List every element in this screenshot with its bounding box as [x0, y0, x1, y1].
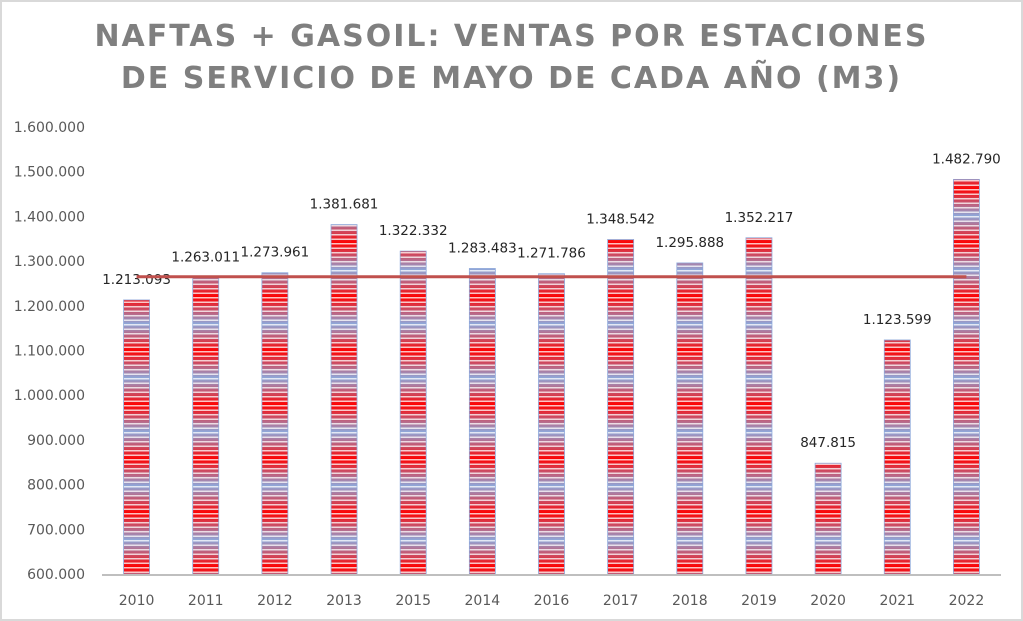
bar-2021: [883, 339, 911, 575]
y-tick-label: 1.400.000: [14, 209, 85, 225]
data-label-2012: 1.273.961: [241, 245, 310, 261]
data-label-2013: 1.381.681: [310, 197, 379, 213]
bar-2016: [538, 273, 565, 575]
bar-2010: [123, 299, 150, 575]
x-tick-label: 2011: [188, 593, 224, 609]
data-label-2022: 1.482.790: [932, 151, 1001, 167]
data-label-2019: 1.352.217: [725, 210, 794, 226]
data-label-2015: 1.322.332: [379, 223, 448, 239]
chart-title-line-1: NAFTAS + GASOIL: VENTAS POR ESTACIONES: [94, 19, 929, 54]
chart-title-line-2: DE SERVICIO DE MAYO DE CADA AÑO (M3): [120, 61, 903, 96]
bar-2012: [261, 272, 289, 575]
y-tick-label: 700.000: [27, 522, 85, 538]
data-label-2016: 1.271.786: [517, 246, 586, 262]
bar-2013: [330, 224, 358, 575]
data-label-2011: 1.263.011: [171, 250, 240, 266]
data-label-2020: 847.815: [800, 435, 856, 451]
x-axis-ticks: 2010 2011 2012 2013 2015 2014 2016 2017 2018 2019…: [119, 593, 984, 609]
data-label-2021: 1.123.599: [863, 312, 932, 328]
bar-2017: [607, 239, 635, 575]
data-label-2018: 1.295.888: [655, 235, 724, 251]
y-tick-label: 600.000: [27, 567, 85, 583]
y-tick-label: 1.000.000: [14, 388, 85, 404]
x-tick-label: 2021: [879, 593, 915, 609]
x-tick-label: 2016: [534, 593, 570, 609]
bar-2011: [192, 277, 220, 575]
x-tick-label: 2022: [949, 593, 985, 609]
x-tick-label: 2019: [741, 593, 777, 609]
y-tick-label: 1.300.000: [14, 254, 85, 270]
data-label-2010: 1.213.093: [102, 272, 171, 288]
data-label-2017: 1.348.542: [586, 211, 655, 227]
y-tick-label: 1.200.000: [14, 299, 85, 315]
x-tick-label: 2013: [326, 593, 362, 609]
x-tick-label: 2012: [257, 593, 293, 609]
y-tick-label: 1.600.000: [14, 120, 85, 136]
bar-2020: [814, 462, 842, 575]
bar-2015: [399, 250, 427, 575]
x-tick-label: 2018: [672, 593, 708, 609]
x-tick-label: 2017: [603, 593, 639, 609]
y-tick-label: 800.000: [27, 478, 85, 494]
x-tick-label: 2015: [395, 593, 431, 609]
y-tick-label: 1.500.000: [14, 165, 85, 181]
x-tick-label: 2014: [465, 593, 501, 609]
chart-title: NAFTAS + GASOIL: VENTAS POR ESTACIONES D…: [0, 16, 1023, 100]
y-tick-label: 900.000: [27, 433, 85, 449]
data-label-2014: 1.283.483: [448, 240, 517, 256]
y-tick-label: 1.100.000: [14, 344, 85, 360]
bar-2014: [468, 268, 496, 575]
bar-2022: [953, 178, 980, 575]
bars: [123, 178, 980, 575]
x-tick-label: 2010: [119, 593, 155, 609]
bar-2019: [745, 237, 773, 575]
y-axis-ticks: 600.000 700.000 800.000 900.000 1.000.000 1.1…: [14, 120, 85, 583]
x-tick-label: 2020: [810, 593, 846, 609]
bar-2018: [676, 262, 704, 575]
